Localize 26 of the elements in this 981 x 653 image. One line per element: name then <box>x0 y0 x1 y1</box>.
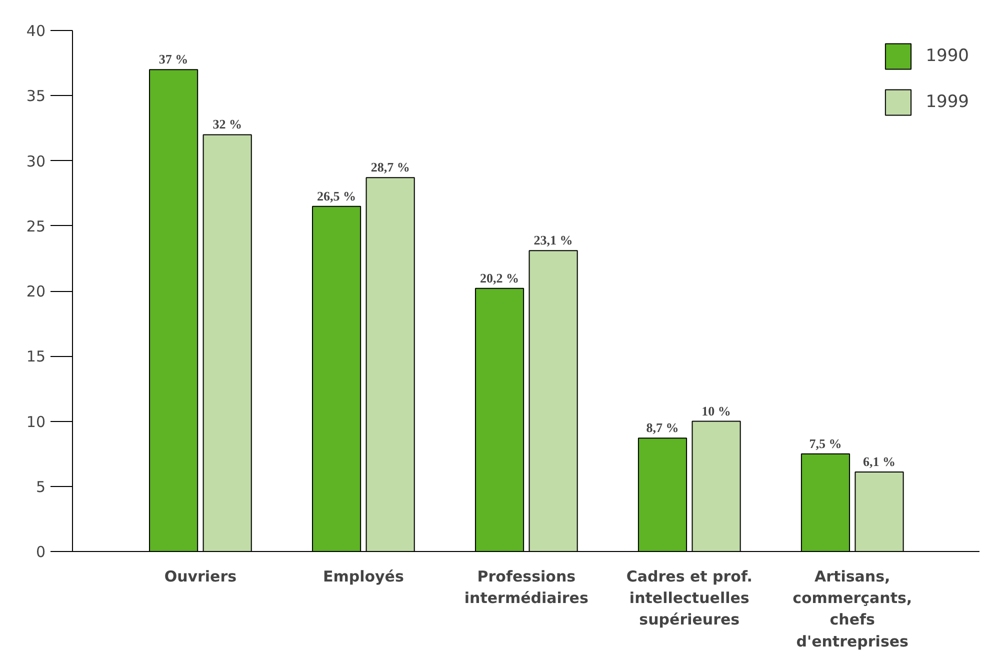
legend-label: 1990 <box>926 46 969 66</box>
data-label: 7,5 % <box>809 436 842 451</box>
data-label: 37 % <box>158 52 188 67</box>
data-label: 10 % <box>702 403 731 418</box>
data-label: 20,2 % <box>480 270 520 286</box>
x-tick-label: Professions intermédiaires <box>464 568 588 608</box>
y-tick-label: 10 <box>26 412 46 431</box>
y-tick-label: 5 <box>36 478 46 496</box>
y-tick-label: 0 <box>36 543 46 561</box>
y-tick-label: 30 <box>26 152 46 170</box>
x-tick-label: Employés <box>322 568 404 586</box>
data-label: 6,1 % <box>863 454 896 470</box>
data-label: 26,5 % <box>317 188 356 204</box>
y-tick-label: 25 <box>26 217 46 236</box>
x-tick-label: Artisans, commerçants, chefs d'entreprises <box>792 568 912 650</box>
data-label: 23,1 % <box>534 232 573 248</box>
y-tick-label: 40 <box>26 22 46 40</box>
x-tick-label: Ouvriers <box>164 568 237 586</box>
data-label: 28,7 % <box>370 160 410 175</box>
y-tick-label: 20 <box>26 282 46 300</box>
y-tick-label: 35 <box>26 87 46 106</box>
y-tick-label: 15 <box>26 348 46 366</box>
x-tick-label: Cadres et prof. intellectuelles supérieures <box>626 568 752 629</box>
data-label: 32 % <box>212 116 242 132</box>
legend-label: 1999 <box>926 92 969 112</box>
data-label: 8,7 % <box>646 420 679 436</box>
